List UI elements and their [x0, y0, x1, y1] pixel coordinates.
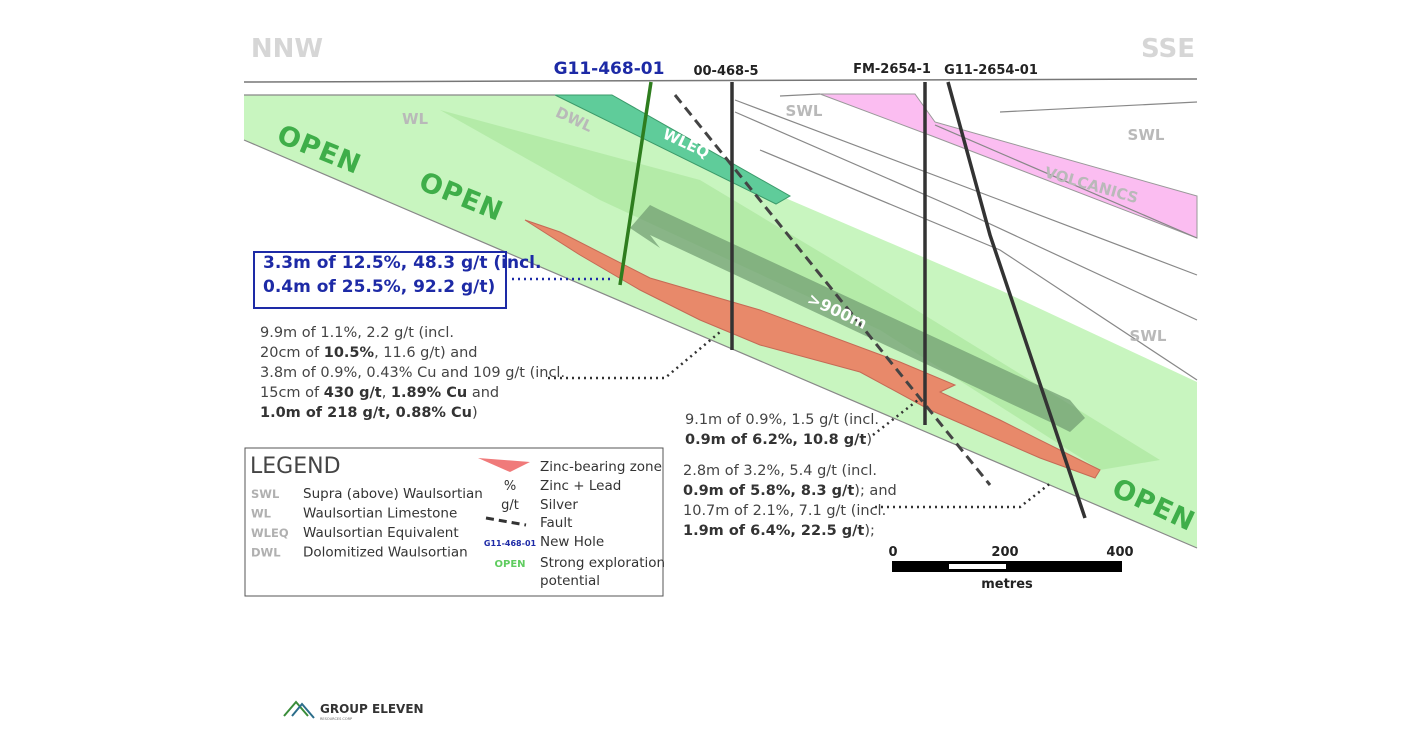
fault-symbol	[485, 516, 527, 527]
legend-symbol: %	[504, 479, 516, 494]
legend-label: Waulsortian Limestone	[303, 506, 457, 522]
callout-line: 0.9m of 5.8%, 8.3 g/t); and	[683, 483, 897, 499]
callout-text: ,	[382, 385, 391, 401]
callout-line: 9.9m of 1.1%, 2.2 g/t (incl.	[260, 325, 454, 341]
callout-line: 15cm of 430 g/t, 1.89% Cu and	[260, 385, 499, 401]
callout-text: 9.9m of 1.1%, 2.2 g/t (incl.	[260, 325, 454, 341]
callout-box	[253, 251, 507, 309]
callout-text: 2.8m of 3.2%, 5.4 g/t (incl.	[683, 463, 877, 479]
extent-arrow	[630, 205, 1085, 432]
legend-symbol: G11-468-01	[484, 539, 537, 548]
legend-label: Silver	[540, 497, 578, 513]
legend-label: Fault	[540, 515, 572, 531]
hole-label: 00-468-5	[693, 64, 758, 79]
callout-text: , 11.6 g/t) and	[374, 345, 477, 361]
direction-right: SSE	[1141, 34, 1195, 64]
scale-bar-segment	[949, 564, 1006, 569]
volcanics	[819, 93, 1198, 239]
fault	[673, 94, 992, 486]
legend-label: Zinc-bearing zone	[540, 459, 662, 475]
hole-label: G11-2654-01	[944, 63, 1038, 78]
hole-label: FM-2654-1	[853, 62, 931, 77]
new-hole-label: G11-468-01	[554, 59, 665, 79]
callout-text: 10.7m of 2.1%, 7.1 g/t (incl.	[683, 503, 886, 519]
unit-label: WL	[402, 110, 429, 128]
scale-tick: 200	[991, 545, 1018, 560]
zinc-zone	[524, 219, 1101, 479]
legend-label: Supra (above) Waulsortian	[303, 486, 483, 502]
scale-tick: 0	[888, 545, 897, 560]
drill-hole	[946, 81, 1087, 519]
logo-subtitle: RESOURCES CORP	[320, 717, 352, 721]
callout-text: 3.3m of 12.5%, 48.3 g/t (incl.	[263, 253, 541, 273]
legend-box	[244, 447, 664, 597]
callout-line: 3.8m of 0.9%, 0.43% Cu and 109 g/t (incl…	[260, 365, 565, 381]
scale-bar	[892, 561, 1122, 572]
legend-symbol: g/t	[501, 498, 519, 513]
scale-tick: 400	[1106, 545, 1133, 560]
callout-line: 1.0m of 218 g/t, 0.88% Cu)	[260, 405, 478, 421]
callout-text: and	[467, 385, 499, 401]
unit-label: SWL	[1128, 126, 1165, 144]
legend-label: Dolomitized Waulsortian	[303, 545, 468, 561]
callout-text: ); and	[854, 483, 896, 499]
zinc-symbol	[478, 458, 530, 472]
callout-line: 2.8m of 3.2%, 5.4 g/t (incl.	[683, 463, 877, 479]
callout-line: 20cm of 10.5%, 11.6 g/t) and	[260, 345, 478, 361]
legend-code: WLEQ	[251, 526, 289, 540]
legend-code: DWL	[251, 546, 281, 560]
callout-line: 1.9m of 6.4%, 22.5 g/t);	[683, 523, 875, 539]
legend-label: potential	[540, 573, 600, 589]
callout-text: 9.1m of 0.9%, 1.5 g/t (incl.	[685, 412, 879, 428]
callout-text: 1.0m of 218 g/t, 0.88% Cu	[260, 405, 472, 421]
callout-line: 0.4m of 25.5%, 92.2 g/t)	[263, 277, 495, 297]
legend-label: Waulsortian Equivalent	[303, 525, 459, 541]
callout-text: 1.9m of 6.4%, 22.5 g/t	[683, 523, 864, 539]
callout-text: 0.4m of 25.5%, 92.2 g/t)	[263, 277, 495, 297]
legend-code: WL	[251, 507, 272, 521]
callout-text: 1.89% Cu	[391, 385, 467, 401]
scale-unit: metres	[981, 577, 1033, 592]
legend-code: SWL	[251, 487, 280, 501]
logo-mark	[283, 700, 315, 719]
legend-symbol: OPEN	[494, 559, 525, 570]
callout-text: )	[472, 405, 478, 421]
callout-line: 10.7m of 2.1%, 7.1 g/t (incl.	[683, 503, 886, 519]
callout-text: )	[866, 432, 872, 448]
direction-left: NNW	[251, 34, 323, 64]
callout-line: 0.9m of 6.2%, 10.8 g/t)	[685, 432, 872, 448]
callout-line: 3.3m of 12.5%, 48.3 g/t (incl.	[263, 253, 541, 273]
callout-text: 0.9m of 6.2%, 10.8 g/t	[685, 432, 866, 448]
callout-text: 10.5%	[324, 345, 375, 361]
callout-text: 0.9m of 5.8%, 8.3 g/t	[683, 483, 854, 499]
strata-lines	[243, 93, 1198, 549]
callout-text: 20cm of	[260, 345, 324, 361]
surface	[243, 78, 1198, 83]
callout-text: );	[864, 523, 875, 539]
unit-label: SWL	[786, 102, 823, 120]
callout-line: 9.1m of 0.9%, 1.5 g/t (incl.	[685, 412, 879, 428]
legend-label: Strong exploration	[540, 555, 665, 571]
legend-label: New Hole	[540, 534, 604, 550]
callout-text: 3.8m of 0.9%, 0.43% Cu and 109 g/t (incl…	[260, 365, 565, 381]
leaders	[512, 277, 1053, 509]
legend-title: LEGEND	[250, 454, 341, 479]
drill-hole	[618, 81, 653, 286]
callout-text: 15cm of	[260, 385, 324, 401]
logo-name: GROUP ELEVEN	[320, 702, 424, 716]
unit-label: SWL	[1130, 327, 1167, 345]
callout-text: 430 g/t	[324, 385, 382, 401]
legend-label: Zinc + Lead	[540, 478, 621, 494]
